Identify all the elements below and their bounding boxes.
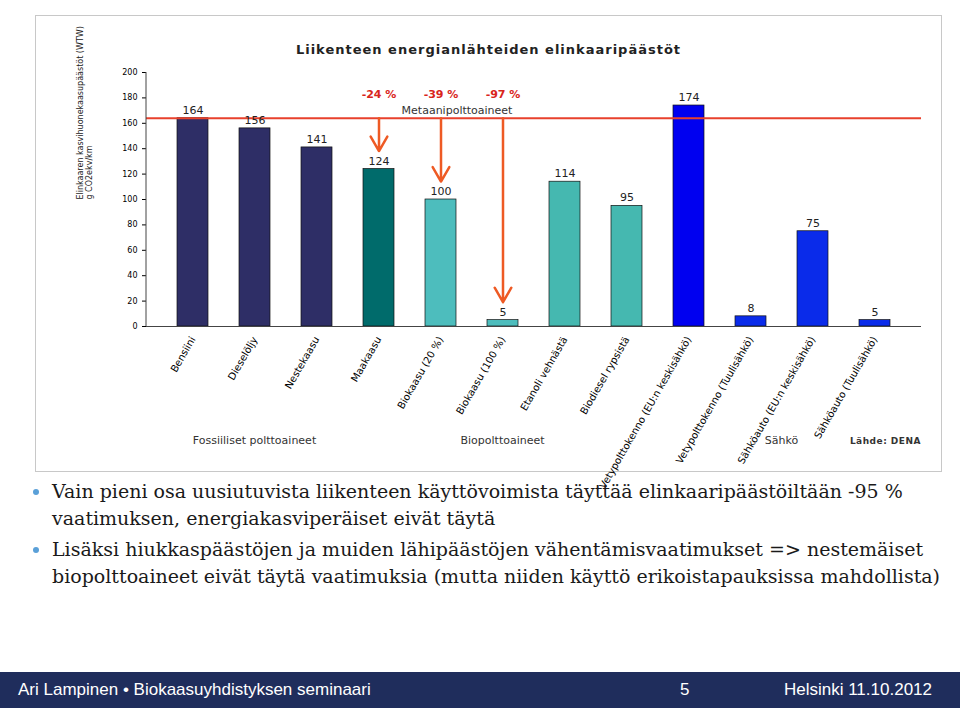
svg-text:20: 20 (127, 297, 137, 306)
svg-text:100: 100 (431, 185, 452, 198)
html-text:Lähde: DENA: Lähde: DENA (849, 436, 921, 446)
svg-text:Bensiini: Bensiini (168, 335, 197, 374)
html-text:Biopolttoaineet: Biopolttoaineet (460, 434, 545, 447)
svg-text:114: 114 (555, 167, 576, 180)
html-text:5: 5 (680, 680, 690, 699)
svg-text:80: 80 (127, 220, 137, 229)
svg-text:Vetypolttokenno (EU:n keskisäh: Vetypolttokenno (EU:n keskisähkö) (597, 335, 693, 491)
svg-text:-97 %: -97 % (486, 88, 521, 101)
svg-text:95: 95 (620, 191, 634, 204)
svg-text:Nestekaasu: Nestekaasu (283, 335, 322, 391)
html-text:Lisäksi hiukkaspäästöjen ja mu: Lisäksi hiukkaspäästöjen ja muiden lähip… (52, 538, 940, 587)
svg-text:Biokaasu (100 %): Biokaasu (100 %) (454, 335, 508, 417)
svg-text:40: 40 (127, 271, 137, 280)
svg-text:164: 164 (183, 104, 204, 117)
svg-text:180: 180 (122, 93, 137, 102)
svg-text:Sähköauto (EU:n keskisähkö): Sähköauto (EU:n keskisähkö) (735, 335, 817, 466)
svg-text:5: 5 (872, 306, 879, 319)
svg-text:Etanoli vehnästä: Etanoli vehnästä (518, 335, 569, 413)
html-text:Ari Lampinen • Biokaasuyhdisty: Ari Lampinen • Biokaasuyhdistyksen semin… (18, 680, 371, 699)
svg-text:75: 75 (806, 217, 820, 230)
svg-text:0: 0 (132, 322, 137, 331)
svg-text:Biokaasu (20 %): Biokaasu (20 %) (395, 335, 445, 411)
html-text:Fossiiliset polttoaineet: Fossiiliset polttoaineet (192, 434, 317, 447)
svg-text:120: 120 (122, 170, 137, 179)
svg-text:141: 141 (307, 133, 328, 146)
svg-text:60: 60 (127, 246, 137, 255)
html-text:Helsinki 11.10.2012: Helsinki 11.10.2012 (783, 680, 932, 699)
html-text:Liikenteen energianlähteiden e: Liikenteen energianlähteiden elinkaaripä… (295, 42, 682, 57)
svg-text:Elinkaaren kasvihuonekaasupääs: Elinkaaren kasvihuonekaasupäästöt (WTW)g… (76, 26, 95, 199)
svg-text:Dieselöljy: Dieselöljy (226, 335, 260, 382)
svg-text:174: 174 (679, 91, 700, 104)
svg-text:Biodiesel rypsistä: Biodiesel rypsistä (578, 335, 632, 417)
svg-text:140: 140 (122, 144, 137, 153)
svg-text:Metaanipolttoaineet: Metaanipolttoaineet (402, 104, 514, 117)
html-text:Vain pieni osa uusiutuvista li: Vain pieni osa uusiutuvista liikenteen k… (52, 480, 903, 529)
svg-text:Sähköauto (Tuulisähkö): Sähköauto (Tuulisähkö) (812, 335, 880, 441)
svg-text:124: 124 (369, 155, 390, 168)
svg-text:200: 200 (122, 68, 137, 77)
svg-text:-24 %: -24 % (362, 88, 397, 101)
svg-text:Maakaasu: Maakaasu (349, 335, 384, 384)
svg-text:100: 100 (122, 195, 137, 204)
svg-text:Vetypolttokenno (Tuulisähkö): Vetypolttokenno (Tuulisähkö) (673, 334, 756, 466)
svg-text:8: 8 (748, 302, 755, 315)
svg-text:156: 156 (245, 114, 266, 127)
svg-text:160: 160 (122, 119, 137, 128)
svg-text:5: 5 (500, 306, 507, 319)
svg-text:-39 %: -39 % (424, 88, 459, 101)
